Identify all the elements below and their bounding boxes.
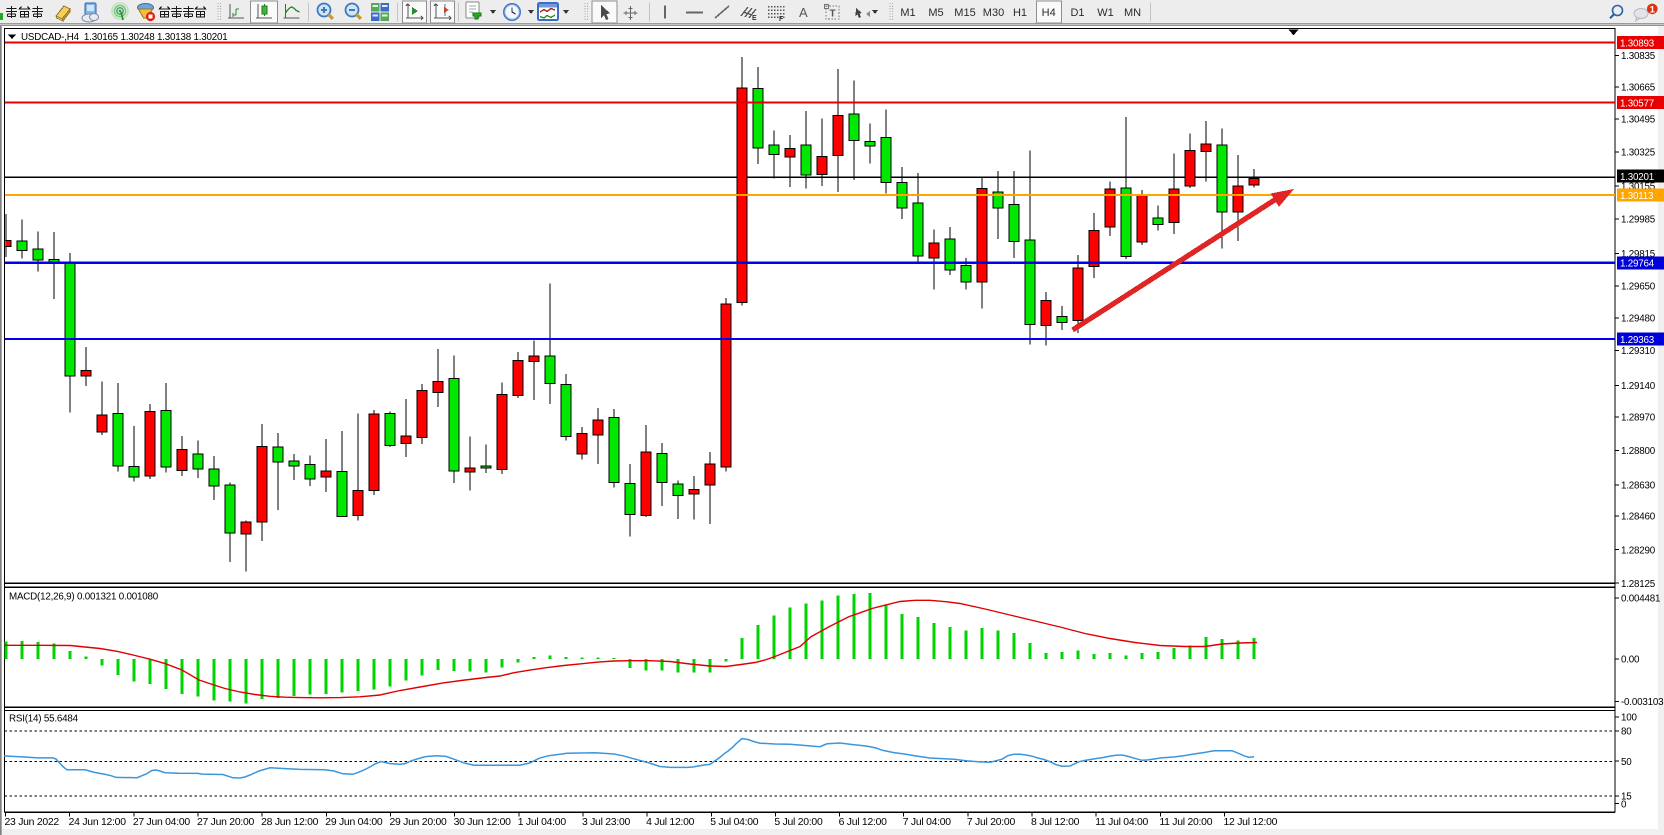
svg-text:29 Jun 20:00: 29 Jun 20:00 xyxy=(389,817,447,828)
svg-text:8 Jul 12:00: 8 Jul 12:00 xyxy=(1031,817,1080,828)
svg-text:11 Jul 20:00: 11 Jul 20:00 xyxy=(1159,817,1212,828)
svg-text:11 Jul 04:00: 11 Jul 04:00 xyxy=(1095,817,1148,828)
svg-text:M15: M15 xyxy=(954,7,975,19)
svg-text:27 Jun 04:00: 27 Jun 04:00 xyxy=(133,817,191,828)
svg-text:1.30665: 1.30665 xyxy=(1621,83,1656,94)
svg-text:5 Jul 04:00: 5 Jul 04:00 xyxy=(710,817,759,828)
svg-text:4 Jul 12:00: 4 Jul 12:00 xyxy=(646,817,695,828)
svg-text:1.28630: 1.28630 xyxy=(1621,481,1656,492)
svg-text:H1: H1 xyxy=(1013,7,1027,19)
svg-text:1.30835: 1.30835 xyxy=(1621,51,1656,62)
svg-text:MACD(12,26,9) 0.001321 0.00108: MACD(12,26,9) 0.001321 0.001080 xyxy=(9,592,159,603)
svg-text:50: 50 xyxy=(1621,757,1632,768)
svg-text:T: T xyxy=(830,9,836,20)
svg-text:29 Jun 04:00: 29 Jun 04:00 xyxy=(325,817,383,828)
svg-text:1.29764: 1.29764 xyxy=(1620,259,1655,270)
svg-text:1.30155: 1.30155 xyxy=(1621,182,1656,193)
svg-text:USDCAD-,H4 1.30165 1.30248 1.: USDCAD-,H4 1.30165 1.30248 1.30138 1.302… xyxy=(21,32,228,43)
svg-text:1 Jul 04:00: 1 Jul 04:00 xyxy=(518,817,567,828)
svg-text:RSI(14) 55.6484: RSI(14) 55.6484 xyxy=(9,714,79,725)
svg-text:1.29985: 1.29985 xyxy=(1621,215,1656,226)
svg-text:100: 100 xyxy=(1621,713,1637,724)
svg-text:A: A xyxy=(799,5,808,20)
svg-text:D1: D1 xyxy=(1070,7,1084,19)
svg-text:1.28970: 1.28970 xyxy=(1621,412,1656,423)
svg-text:1.30577: 1.30577 xyxy=(1620,98,1654,109)
svg-text:0.004481: 0.004481 xyxy=(1621,594,1660,605)
svg-text:0.00: 0.00 xyxy=(1621,655,1640,666)
svg-text:12 Jul 12:00: 12 Jul 12:00 xyxy=(1224,817,1278,828)
svg-text:-0.003103: -0.003103 xyxy=(1621,697,1664,708)
svg-text:1.30495: 1.30495 xyxy=(1621,115,1656,126)
svg-text:F: F xyxy=(779,16,784,23)
svg-text:1.30113: 1.30113 xyxy=(1620,191,1654,202)
svg-text:5 Jul 20:00: 5 Jul 20:00 xyxy=(774,817,823,828)
svg-text:27 Jun 20:00: 27 Jun 20:00 xyxy=(197,817,255,828)
svg-text:80: 80 xyxy=(1621,726,1632,737)
svg-text:1.28125: 1.28125 xyxy=(1621,579,1656,590)
svg-text:1.29140: 1.29140 xyxy=(1621,381,1656,392)
svg-text:1.29310: 1.29310 xyxy=(1621,346,1656,357)
svg-text:1.30325: 1.30325 xyxy=(1621,148,1656,159)
svg-text:E: E xyxy=(752,15,757,22)
svg-text:15: 15 xyxy=(1621,792,1632,803)
svg-text:MN: MN xyxy=(1124,7,1141,19)
svg-text:6 Jul 12:00: 6 Jul 12:00 xyxy=(839,817,888,828)
svg-text:W1: W1 xyxy=(1097,7,1114,19)
svg-text:28 Jun 12:00: 28 Jun 12:00 xyxy=(261,817,319,828)
svg-text:1.28290: 1.28290 xyxy=(1621,545,1656,556)
svg-text:H4: H4 xyxy=(1042,7,1056,19)
svg-text:1.28460: 1.28460 xyxy=(1621,512,1656,523)
svg-text:1.28800: 1.28800 xyxy=(1621,446,1656,457)
svg-text:7 Jul 20:00: 7 Jul 20:00 xyxy=(967,817,1016,828)
svg-text:7 Jul 04:00: 7 Jul 04:00 xyxy=(903,817,952,828)
svg-text:1.30201: 1.30201 xyxy=(1620,172,1654,183)
svg-text:M30: M30 xyxy=(983,7,1004,19)
svg-text:1.29480: 1.29480 xyxy=(1621,314,1656,325)
svg-text:1.29650: 1.29650 xyxy=(1621,282,1656,293)
svg-text:3 Jul 23:00: 3 Jul 23:00 xyxy=(582,817,631,828)
svg-text:0: 0 xyxy=(1621,799,1627,810)
svg-text:30 Jun 12:00: 30 Jun 12:00 xyxy=(454,817,512,828)
svg-text:24 Jun 12:00: 24 Jun 12:00 xyxy=(69,817,127,828)
svg-text:M1: M1 xyxy=(900,7,915,19)
svg-text:M5: M5 xyxy=(928,7,943,19)
svg-text:1.29363: 1.29363 xyxy=(1620,335,1655,346)
svg-text:23 Jun 2022: 23 Jun 2022 xyxy=(5,817,60,828)
svg-text:1.29815: 1.29815 xyxy=(1621,249,1656,260)
svg-text:1: 1 xyxy=(1650,5,1656,16)
svg-text:1.30893: 1.30893 xyxy=(1620,38,1655,49)
